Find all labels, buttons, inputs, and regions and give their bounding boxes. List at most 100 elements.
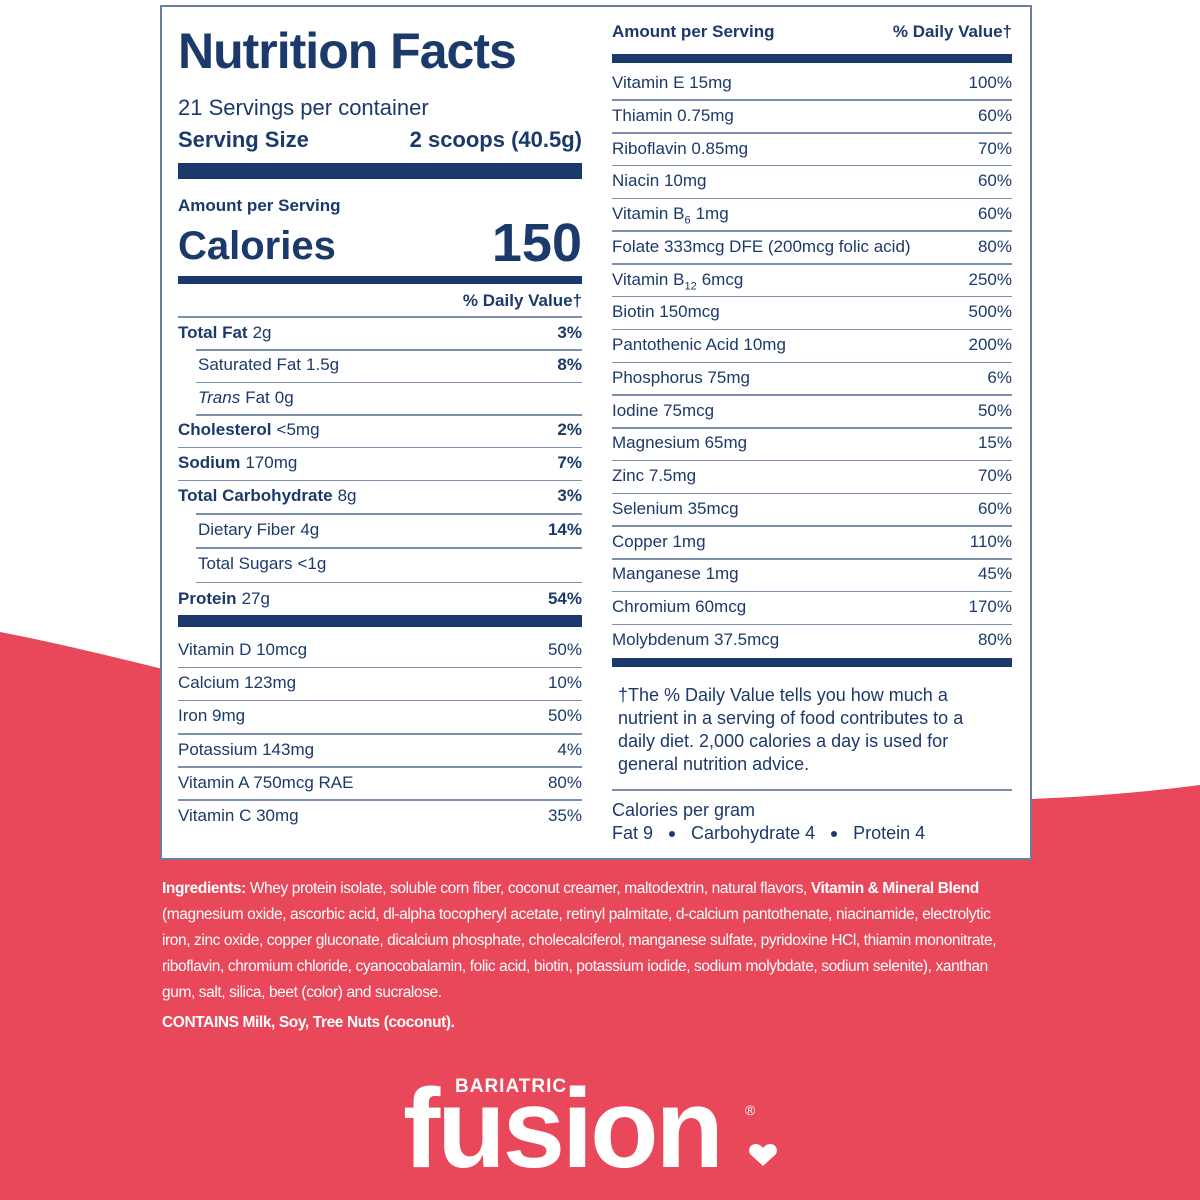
nutrient-row: Vitamin D 10mcg 50% <box>178 636 582 664</box>
logo-registered: ® <box>745 1102 756 1118</box>
vitamin-dv: 80% <box>977 236 1012 256</box>
nutrient-name: Sodium <box>178 453 241 472</box>
bullet <box>831 830 838 837</box>
heart-icon <box>749 1143 777 1166</box>
nutrient-row: Protein 27g 54% <box>178 585 582 613</box>
vitamin-name: Iodine 75mcg <box>612 400 715 420</box>
vitamin-name: Iron 9mg <box>178 706 246 726</box>
nutrient-row: Vitamin B6 1mg 60% <box>612 200 1012 228</box>
nutrient-dv: 2% <box>557 420 582 439</box>
nutrient-amount: 8g <box>337 486 357 505</box>
nutrient-row: Sodium 170mg 7% <box>178 449 582 477</box>
vitamin-name: Selenium 35mcg <box>612 498 739 518</box>
rule <box>178 163 582 179</box>
nutrient-name: Total Sugars <box>198 554 293 573</box>
vitamin-dv: 45% <box>977 564 1012 584</box>
divider <box>196 547 582 549</box>
vitamin-name: Pantothenic Acid 10mg <box>612 335 786 355</box>
nutrient-name: Cholesterol <box>178 420 272 439</box>
divider <box>178 699 582 702</box>
nutrient-dv: 3% <box>557 486 582 505</box>
vitamin-dv: 170% <box>968 597 1012 617</box>
vitamin-dv: 70% <box>977 138 1012 158</box>
divider <box>612 394 1012 396</box>
nutrient-name: Total Carbohydrate <box>178 486 333 505</box>
divider <box>612 263 1012 265</box>
divider <box>612 132 1012 134</box>
bullet <box>669 830 676 837</box>
nutrient-row: Total Carbohydrate 8g 3% <box>178 482 582 510</box>
vitamin-dv: 60% <box>977 171 1012 191</box>
footnote: †The % Daily Value tells you how much a … <box>618 685 964 774</box>
nutrient-row: Vitamin B12 6mcg 250% <box>612 266 1012 294</box>
divider <box>612 492 1012 495</box>
serving-size: 2 scoops (40.5g) <box>409 127 582 152</box>
vitamin-name: Phosphorus 75mg <box>612 367 750 387</box>
ingredients-text: Ingredients: <box>162 880 246 897</box>
vitamin-dv: 50% <box>547 640 582 659</box>
vitamin-name: Copper 1mg <box>612 531 706 551</box>
nutrient-amount: 4g <box>300 520 320 539</box>
divider <box>612 295 1012 298</box>
divider <box>196 414 582 416</box>
ingredients-text: Vitamin & Mineral Blend <box>810 880 979 897</box>
title: Nutrition Facts <box>178 23 517 79</box>
nutrient-amount: 2g <box>252 323 272 342</box>
nutrient-row: Total Fat 2g 3% <box>178 319 582 347</box>
nutrient-dv: 8% <box>557 355 582 374</box>
vitamin-dv: 4% <box>557 739 582 759</box>
divider <box>196 513 582 515</box>
divider <box>178 666 582 669</box>
nutrient-row: Dietary Fiber 4g 14% <box>198 516 582 544</box>
divider <box>612 459 1012 462</box>
calories-per-gram-item: Protein 4 <box>853 823 926 843</box>
vitamin-dv: 60% <box>977 204 1012 224</box>
vitamin-name: Chromium 60mcg <box>612 597 747 617</box>
nutrient-amount: 170mg <box>245 453 298 472</box>
nutrient-row: Pantothenic Acid 10mg 200% <box>612 331 1012 359</box>
vitamin-dv: 250% <box>968 269 1012 289</box>
nutrient-dv: 3% <box>557 323 582 342</box>
rule <box>612 658 1012 667</box>
nutrient-dv: 14% <box>547 520 582 539</box>
vitamin-name: Vitamin B <box>612 269 685 289</box>
divider <box>612 525 1012 527</box>
vitamin-dv: 60% <box>977 498 1012 518</box>
nutrient-amount: 1.5g <box>306 355 340 374</box>
allergens: CONTAINS Milk, Soy, Tree Nuts (coconut). <box>162 1014 455 1031</box>
vitamin-name: Vitamin D 10mcg <box>178 640 308 659</box>
vitamin-name: Vitamin C 30mg <box>178 806 299 825</box>
divider <box>612 590 1012 593</box>
nutrient-row: Zinc 7.5mg 70% <box>612 462 1012 490</box>
vitamin-dv: 6% <box>987 367 1012 387</box>
divider <box>612 99 1012 101</box>
ingredients: Ingredients: Whey protein isolate, solub… <box>162 876 1022 1006</box>
vitamin-name: Riboflavin 0.85mg <box>612 138 749 158</box>
divider <box>612 789 1012 791</box>
nutrient-row: Selenium 35mcg 60% <box>612 495 1012 523</box>
nutrient-row: Chromium 60mcg 170% <box>612 593 1012 621</box>
vitamin-name: Vitamin B <box>612 204 685 224</box>
vitamin-amount: 6mcg <box>701 269 744 289</box>
calories-label: Calories <box>178 224 336 268</box>
nutrient-row: Iron 9mg 50% <box>178 702 582 730</box>
divider <box>178 766 582 768</box>
divider <box>612 164 1012 167</box>
nutrition-label <box>160 5 1032 860</box>
nutrient-row: Thiamin 0.75mg 60% <box>612 102 1012 130</box>
nutrient-row: Molybdenum 37.5mcg 80% <box>612 626 1012 654</box>
nutrient-name: Dietary Fiber <box>198 520 296 539</box>
vitamin-name: Folate 333mcg DFE (200mcg folic acid) <box>612 236 911 256</box>
right-dv-header: % Daily Value† <box>892 22 1012 41</box>
vitamin-dv: 50% <box>547 706 582 726</box>
nutrient-row: Magnesium 65mg 15% <box>612 429 1012 457</box>
nutrient-dv: 54% <box>547 589 582 608</box>
vitamin-dv: 100% <box>968 73 1012 92</box>
right-amount-header: Amount per Serving <box>612 22 775 41</box>
nutrient-row: Total Sugars <1g <box>198 550 582 578</box>
nutrient-name: Protein <box>178 589 237 608</box>
vitamin-subscript: 12 <box>684 279 697 292</box>
vitamin-name: Vitamin E 15mg <box>612 73 732 92</box>
vitamin-dv: 60% <box>977 105 1012 125</box>
vitamin-dv: 10% <box>547 673 582 693</box>
